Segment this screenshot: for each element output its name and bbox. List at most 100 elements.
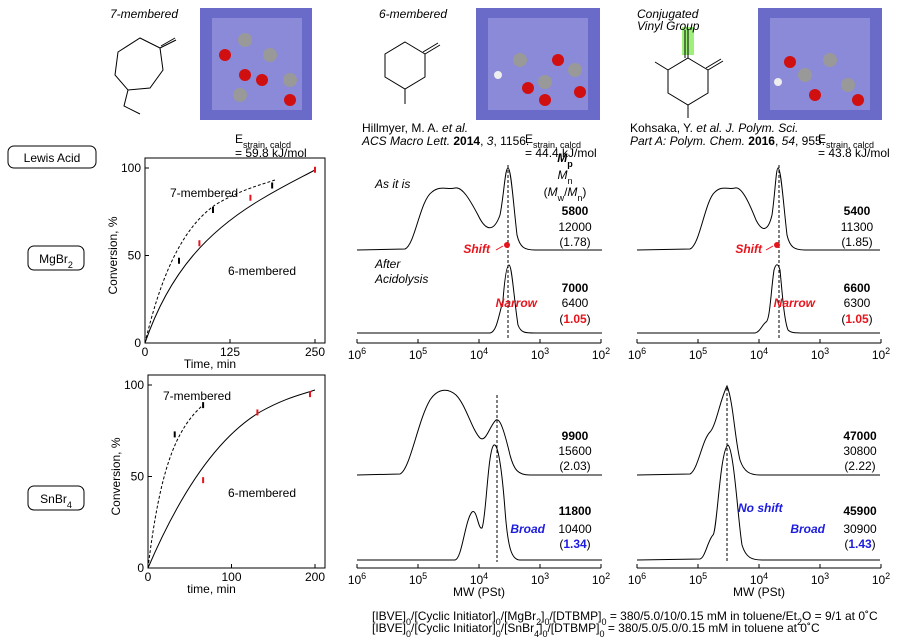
text-segment: 10 bbox=[409, 573, 423, 587]
shift-arrow bbox=[496, 246, 773, 250]
text-segment: 10 bbox=[811, 573, 825, 587]
text-segment: 1.05 bbox=[845, 312, 869, 326]
text-segment: 1.05 bbox=[563, 312, 587, 326]
text-segment: 10 bbox=[689, 573, 703, 587]
dispersity-value: (1.85) bbox=[841, 235, 872, 249]
series-label: 7-membered bbox=[163, 389, 231, 403]
monomer-label: 6-membered bbox=[379, 7, 447, 21]
text-segment: 4 bbox=[763, 571, 768, 581]
text-segment: Narrow bbox=[774, 296, 816, 310]
text-segment: Broad bbox=[510, 522, 545, 536]
gpc-axis-label: MW (PSt) bbox=[453, 585, 505, 599]
citation: Kohsaka, Y. et al. J. Polym. Sci. bbox=[630, 121, 798, 135]
text-segment: (1.78) bbox=[559, 235, 590, 249]
text-segment: Lewis Acid bbox=[24, 151, 81, 165]
text-segment: 10 bbox=[592, 573, 606, 587]
gpc-tick-label: 105 bbox=[409, 346, 427, 362]
x-tick-label: 0 bbox=[145, 570, 152, 584]
peak-guide bbox=[497, 165, 779, 562]
note: Broad bbox=[790, 522, 825, 536]
dispersity-value: (2.03) bbox=[559, 459, 590, 473]
trace-label: Acidolysis bbox=[374, 272, 428, 286]
x-axis-label: Time, min bbox=[184, 357, 236, 371]
text-segment: Shift bbox=[463, 242, 491, 256]
mp-value: 11800 bbox=[559, 504, 592, 518]
text-segment: 10 bbox=[628, 573, 642, 587]
gpc-tick-label: 105 bbox=[689, 571, 707, 587]
y-axis-label: Conversion, % bbox=[109, 437, 123, 515]
text-segment: 5 bbox=[422, 346, 427, 356]
text-segment: 10 bbox=[470, 348, 484, 362]
text-segment: 4 bbox=[763, 346, 768, 356]
text-segment: As it is bbox=[374, 177, 410, 191]
gpc-tick-label: 105 bbox=[689, 346, 707, 362]
text-segment: Kohsaka, Y. bbox=[630, 121, 696, 135]
text-segment: 2 bbox=[605, 346, 610, 356]
text-segment: Broad bbox=[790, 522, 825, 536]
text-segment: 10 bbox=[872, 573, 886, 587]
text-segment: 10 bbox=[409, 348, 423, 362]
text-segment: 4 bbox=[483, 571, 488, 581]
text-segment: After bbox=[374, 257, 401, 271]
mn-value: 15600 bbox=[558, 444, 592, 458]
text-segment: 2014 bbox=[453, 134, 480, 148]
text-segment: 6 bbox=[641, 346, 646, 356]
text-segment: 2 bbox=[885, 346, 890, 356]
text-segment: No shift bbox=[738, 501, 784, 515]
structure-7 bbox=[115, 38, 176, 114]
mn-value: 11300 bbox=[841, 220, 874, 234]
gpc-tick-label: 106 bbox=[628, 571, 646, 587]
series-label: 6-membered bbox=[228, 264, 296, 278]
text-segment: Narrow bbox=[496, 296, 538, 310]
note: Narrow bbox=[496, 296, 538, 310]
plot-frame bbox=[148, 375, 325, 568]
text-segment: 6 bbox=[361, 346, 366, 356]
text-segment: 2 bbox=[68, 260, 73, 270]
text-segment: 5 bbox=[422, 571, 427, 581]
text-segment: /[DTBMP] bbox=[547, 621, 599, 635]
gpc-legend: Mn bbox=[557, 168, 572, 186]
trace-label: After bbox=[374, 257, 401, 271]
text-segment: 10 bbox=[592, 348, 606, 362]
gpc-tick-label: 103 bbox=[811, 571, 829, 587]
dispersity-value: (1.78) bbox=[559, 235, 590, 249]
text-segment: 3 bbox=[824, 571, 829, 581]
text-segment: Hillmyer, M. A. bbox=[362, 121, 442, 135]
mp-value: 5400 bbox=[844, 204, 871, 218]
series-label: 7-membered bbox=[170, 186, 238, 200]
gpc-tick-label: 106 bbox=[348, 571, 366, 587]
mn-value: 6300 bbox=[844, 296, 871, 310]
y-axis-label: Conversion, % bbox=[106, 216, 120, 294]
gpc-traces bbox=[357, 168, 880, 560]
series-label: 6-membered bbox=[228, 486, 296, 500]
text-segment: ) bbox=[869, 312, 873, 326]
mp-value: 45900 bbox=[843, 504, 877, 518]
strain-energy-value: = 43.8 kJ/mol bbox=[818, 146, 890, 160]
gpc-tick-label: 102 bbox=[592, 346, 610, 362]
text-segment: et al. bbox=[442, 121, 468, 135]
text-segment: 2 bbox=[885, 571, 890, 581]
gpc-tick-label: 103 bbox=[811, 346, 829, 362]
gpc-legend: (Mw/Mn) bbox=[544, 185, 587, 203]
text-segment: 10 bbox=[348, 348, 362, 362]
text-segment: (2.22) bbox=[844, 459, 875, 473]
dispersity-value: (1.05) bbox=[559, 312, 590, 326]
text-segment: et al. bbox=[696, 121, 722, 135]
mp-value: 5800 bbox=[562, 204, 589, 218]
structure-6 bbox=[385, 42, 440, 104]
gpc-tick-label: 102 bbox=[872, 571, 890, 587]
gpc-axis-label: MW (PSt) bbox=[733, 585, 785, 599]
text-segment: [IBVE] bbox=[372, 621, 406, 635]
y-tick-label: 100 bbox=[124, 378, 144, 392]
text-segment: M bbox=[548, 185, 558, 199]
text-segment: Acidolysis bbox=[374, 272, 428, 286]
text-segment: 10 bbox=[872, 348, 886, 362]
x-axis-label: time, min bbox=[187, 582, 236, 596]
text-segment: 6 bbox=[641, 571, 646, 581]
text-segment: 54 bbox=[782, 134, 796, 148]
text-segment: ) bbox=[872, 537, 876, 551]
trace-label: As it is bbox=[374, 177, 410, 191]
x-tick-label: 200 bbox=[305, 570, 325, 584]
figure: 7-memberedEstrain, calcd= 59.8 kJ/mol6-m… bbox=[0, 0, 907, 640]
text-segment: , 955. bbox=[795, 134, 825, 148]
